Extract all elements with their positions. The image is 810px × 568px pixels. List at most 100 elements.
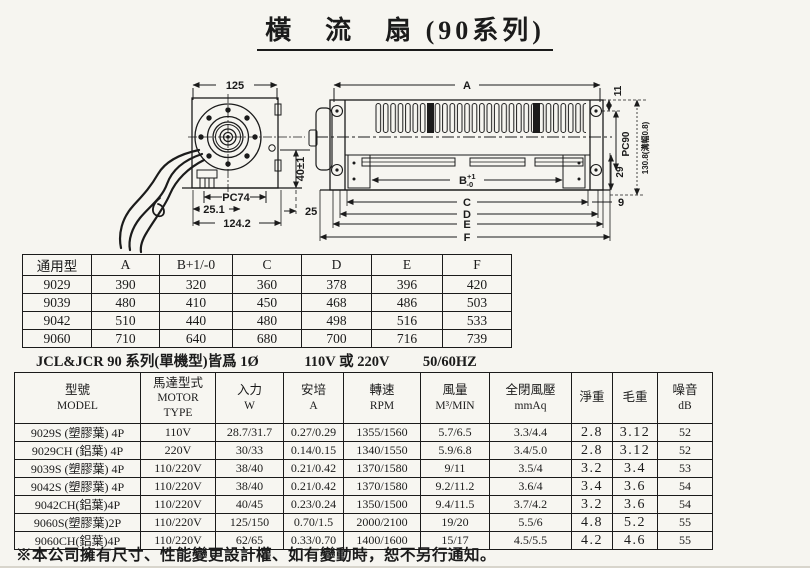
column-header: 馬達型式 MOTOR TYPE bbox=[140, 372, 216, 424]
table-cell: 125/150 bbox=[215, 513, 284, 532]
table-cell: 5.2 bbox=[612, 513, 658, 532]
column-header: 淨重 bbox=[571, 372, 613, 424]
motor-front-view-drawing bbox=[118, 78, 310, 254]
dimension-table-header-row: 通用型 A B+1/-0 C D E F bbox=[22, 254, 512, 276]
table-cell: 9042S (塑膠葉) 4P bbox=[14, 477, 141, 496]
table-cell: 5.9/6.8 bbox=[420, 441, 490, 460]
column-header: 型號 MODEL bbox=[14, 372, 141, 424]
column-header: 轉速 RPM bbox=[343, 372, 421, 424]
table-row: 9039S (塑膠葉) 4P 110/220V 38/40 0.21/0.42 … bbox=[14, 459, 713, 478]
table-cell: 533 bbox=[442, 311, 512, 330]
scan-edge bbox=[0, 566, 810, 568]
table-cell: 3.12 bbox=[612, 423, 658, 442]
table-cell: 3.6 bbox=[612, 477, 658, 496]
table-cell: 54 bbox=[657, 477, 713, 496]
table-cell: 3.4/5.0 bbox=[489, 441, 572, 460]
table-cell: 0.27/0.29 bbox=[283, 423, 344, 442]
table-cell: 739 bbox=[442, 329, 512, 348]
table-cell: 9060 bbox=[22, 329, 92, 348]
column-header: 毛重 bbox=[612, 372, 658, 424]
lead-wires bbox=[118, 148, 206, 254]
dim-label-f: F bbox=[464, 232, 471, 244]
table-cell: 5.7/6.5 bbox=[420, 423, 490, 442]
dim-label-e: E bbox=[463, 219, 470, 231]
column-header: 入力 W bbox=[215, 372, 284, 424]
table-cell: 1370/1580 bbox=[343, 459, 421, 478]
table-cell: 55 bbox=[657, 513, 713, 532]
table-cell: 1340/1550 bbox=[343, 441, 421, 460]
dim-label-pc74: PC74 bbox=[222, 192, 250, 204]
table-cell: 54 bbox=[657, 495, 713, 514]
table-cell: 9042CH(鋁葉)4P bbox=[14, 495, 141, 514]
table-cell: 3.12 bbox=[612, 441, 658, 460]
table-cell: 30/33 bbox=[215, 441, 284, 460]
table-cell: 9/11 bbox=[420, 459, 490, 478]
table-cell: 3.2 bbox=[571, 495, 613, 514]
table-cell: 2.8 bbox=[571, 423, 613, 442]
dim-label-29: 29 bbox=[615, 166, 626, 178]
dim-label-40: 40±1 bbox=[295, 157, 307, 181]
side-view-labels: A B+1 -0 C D E F 9 11 PC90 29 130.8(溝幅0.8… bbox=[459, 80, 650, 244]
table-row: 9060 710 640 680 700 716 739 bbox=[22, 329, 512, 348]
column-header: 全閉風壓 mmAq bbox=[489, 372, 572, 424]
table-cell: 4.2 bbox=[571, 531, 613, 550]
dim-label-9: 9 bbox=[618, 197, 624, 209]
table-row: 9029 390 320 360 378 396 420 bbox=[22, 275, 512, 294]
voltage-note-text: 110V 或 220V bbox=[304, 354, 390, 370]
table-cell: 110/220V bbox=[140, 513, 216, 532]
dim-label-25-1: 25.1 bbox=[203, 204, 224, 216]
dim-label-d: D bbox=[463, 209, 471, 221]
table-cell: 9039S (塑膠葉) 4P bbox=[14, 459, 141, 478]
table-cell: 710 bbox=[91, 329, 160, 348]
table-cell: 0.14/0.15 bbox=[283, 441, 344, 460]
table-cell: 640 bbox=[159, 329, 233, 348]
table-cell: 40/45 bbox=[215, 495, 284, 514]
table-cell: 4.5/5.5 bbox=[489, 531, 572, 550]
table-cell: 38/40 bbox=[215, 459, 284, 478]
table-cell: 468 bbox=[301, 293, 372, 312]
table-cell: 480 bbox=[232, 311, 302, 330]
column-header: B+1/-0 bbox=[159, 254, 233, 276]
front-view-labels: 125 40±1 PC74 25.1 124.2 25 bbox=[203, 80, 317, 230]
table-row: 9060S(塑膠葉)2P 110/220V 125/150 0.70/1.5 2… bbox=[14, 513, 713, 532]
table-cell: 5.5/6 bbox=[489, 513, 572, 532]
table-cell: 9029 bbox=[22, 275, 92, 294]
table-cell: 516 bbox=[371, 311, 443, 330]
frequency-note-text: 50/60HZ bbox=[422, 354, 477, 370]
column-header: 風量 M³/MIN bbox=[420, 372, 490, 424]
table-cell: 2000/2100 bbox=[343, 513, 421, 532]
table-cell: 390 bbox=[91, 275, 160, 294]
table-cell: 9039 bbox=[22, 293, 92, 312]
table-cell: 110/220V bbox=[140, 531, 216, 550]
table-cell: 9060S(塑膠葉)2P bbox=[14, 513, 141, 532]
table-cell: 9029CH (鋁葉) 4P bbox=[14, 441, 141, 460]
table-cell: 52 bbox=[657, 441, 713, 460]
table-cell: 55 bbox=[657, 531, 713, 550]
table-cell: 480 bbox=[91, 293, 160, 312]
table-cell: 0.70/1.5 bbox=[283, 513, 344, 532]
table-cell: 110/220V bbox=[140, 459, 216, 478]
column-header: 噪音 dB bbox=[657, 372, 713, 424]
table-cell: 0.21/0.42 bbox=[283, 459, 344, 478]
table-cell: 62/65 bbox=[215, 531, 284, 550]
table-cell: 3.6 bbox=[612, 495, 658, 514]
column-header: 安培 A bbox=[283, 372, 344, 424]
dim-label-b: B+1 -0 bbox=[459, 172, 476, 189]
table-cell: 220V bbox=[140, 441, 216, 460]
series-note: JCL&JCR 90 系列(單機型)皆爲 1Ø 110V 或 220V 50/6… bbox=[36, 350, 477, 371]
column-header: E bbox=[371, 254, 443, 276]
page-title: 橫 流 扇 (90系列) bbox=[257, 10, 553, 51]
table-cell: 110/220V bbox=[140, 477, 216, 496]
table-cell: 53 bbox=[657, 459, 713, 478]
grille bbox=[375, 103, 586, 133]
table-cell: 9060CH(鋁葉)4P bbox=[14, 531, 141, 550]
table-cell: 3.4 bbox=[612, 459, 658, 478]
column-header: D bbox=[301, 254, 372, 276]
dim-label-125: 125 bbox=[226, 80, 244, 92]
table-cell: 486 bbox=[371, 293, 443, 312]
dim-label-124-2: 124.2 bbox=[223, 218, 251, 230]
table-cell: 450 bbox=[232, 293, 302, 312]
table-cell: 2.8 bbox=[571, 441, 613, 460]
column-header: F bbox=[442, 254, 512, 276]
